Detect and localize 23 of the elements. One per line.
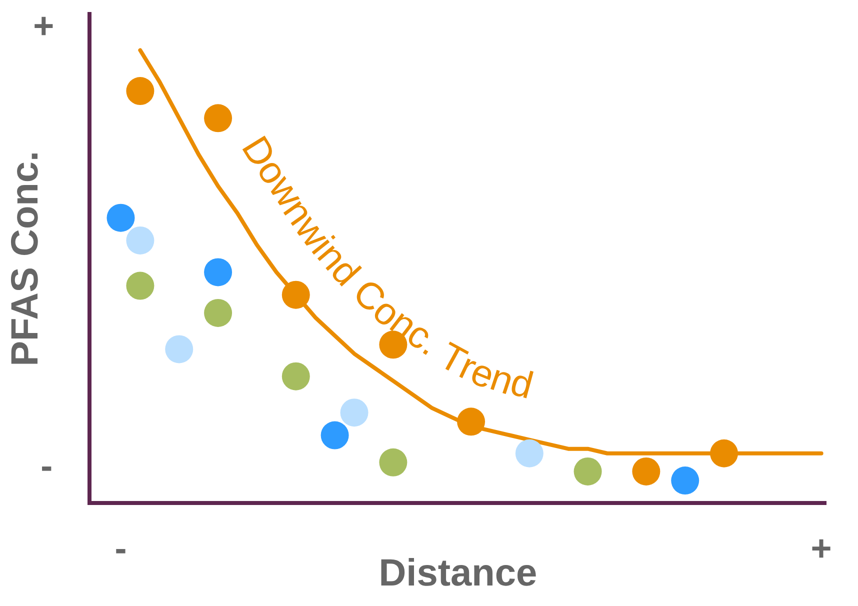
text: - [40, 445, 53, 486]
point [340, 398, 368, 427]
point [126, 272, 154, 300]
point [379, 448, 408, 476]
point [204, 104, 232, 132]
x-axis-title: Distance [378, 552, 538, 595]
point [282, 280, 310, 309]
point [671, 466, 700, 495]
point [204, 298, 232, 327]
point [282, 362, 310, 390]
point [126, 77, 154, 106]
point [632, 457, 660, 486]
point [574, 457, 602, 486]
point [106, 204, 135, 232]
point [515, 439, 544, 468]
point [165, 335, 194, 364]
point [710, 439, 738, 468]
point [457, 408, 486, 436]
text: + [33, 4, 54, 46]
point [126, 226, 154, 254]
y-axis-title: PFAS Conc. [4, 150, 46, 366]
point [320, 421, 349, 450]
point [204, 258, 232, 286]
